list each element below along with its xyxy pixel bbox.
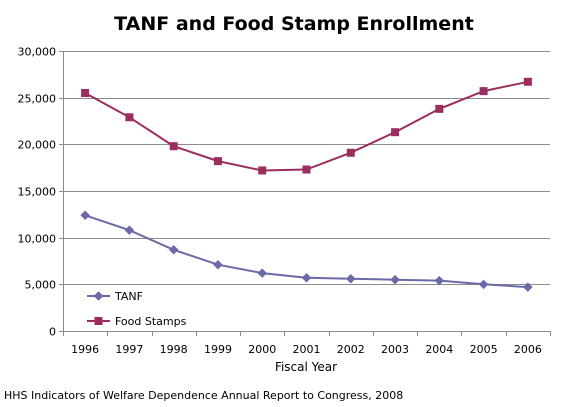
data-point-tanf	[213, 259, 223, 270]
axes	[63, 51, 550, 332]
source-note: HHS Indicators of Welfare Dependence Ann…	[4, 389, 403, 402]
legend-label-tanf: TANF	[114, 290, 143, 303]
x-tick-label: 1996	[71, 343, 99, 356]
data-point-tanf	[345, 273, 356, 284]
data-point-food-stamps	[523, 77, 532, 86]
data-point-tanf	[478, 279, 489, 290]
data-point-food-stamps	[169, 142, 178, 151]
x-tick-label: 1999	[204, 343, 232, 356]
data-point-tanf	[124, 225, 135, 236]
legend-marker-tanf	[93, 291, 104, 301]
data-point-food-stamps	[213, 157, 222, 166]
data-point-food-stamps	[125, 113, 134, 122]
x-tick-label: 2004	[425, 343, 453, 356]
data-point-food-stamps	[391, 128, 400, 137]
legend-marker-food-stamps	[94, 317, 103, 325]
y-tick-label: 25,000	[18, 93, 57, 106]
data-point-tanf	[523, 282, 533, 292]
series	[80, 77, 533, 292]
x-tick-label: 2005	[470, 343, 498, 356]
gridlines	[63, 51, 550, 285]
y-tick-label: 30,000	[18, 46, 57, 59]
data-point-tanf	[434, 275, 445, 286]
x-tick-label: 2006	[514, 343, 542, 356]
y-tick-label: 15,000	[18, 186, 57, 199]
x-tick-label: 2003	[381, 343, 409, 356]
data-point-tanf	[257, 268, 268, 278]
data-point-tanf	[168, 244, 179, 255]
data-point-food-stamps	[479, 87, 488, 96]
chart-title: TANF and Food Stamp Enrollment	[114, 13, 474, 35]
y-tick-label: 0	[49, 326, 56, 339]
x-tick-label: 1998	[160, 343, 188, 356]
x-axis-ticks: 1996 1997 1998 1999 2000 2001 2002 2003 2004 2005…	[63, 331, 551, 356]
legend: TANF Food Stamps	[84, 285, 192, 331]
data-point-food-stamps	[81, 89, 90, 97]
series-food-stamps	[81, 77, 532, 175]
y-tick-label: 10,000	[18, 233, 57, 246]
data-point-tanf	[390, 274, 400, 285]
x-tick-label: 2001	[293, 343, 321, 356]
data-point-food-stamps	[435, 104, 444, 113]
x-tick-label: 2000	[248, 343, 276, 356]
data-point-tanf	[80, 210, 90, 221]
x-tick-label: 2002	[337, 343, 365, 356]
data-point-food-stamps	[346, 148, 355, 157]
y-tick-label: 20,000	[18, 139, 57, 152]
data-point-food-stamps	[302, 165, 311, 174]
legend-label-food-stamps: Food Stamps	[115, 315, 187, 328]
y-tick-label: 5,000	[25, 279, 57, 292]
x-axis-title: Fiscal Year	[275, 360, 337, 374]
series-tanf	[80, 210, 533, 292]
x-tick-label: 1997	[115, 343, 143, 356]
data-point-food-stamps	[258, 166, 267, 175]
data-point-tanf	[301, 272, 312, 283]
y-axis-ticks: 0 5,000 10,000 15,000 20,000 25,000 30,000	[18, 46, 63, 339]
